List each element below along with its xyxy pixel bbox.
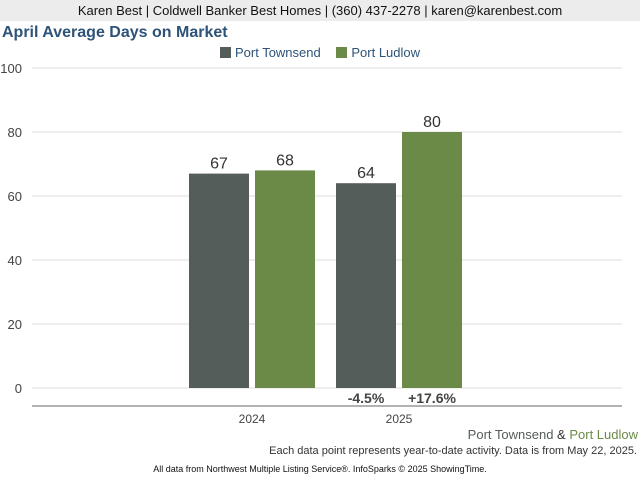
bar-port-ludlow-2025 — [402, 132, 462, 388]
source-note: All data from Northwest Multiple Listing… — [153, 464, 487, 474]
data-label-port-townsend-2024: 67 — [210, 156, 228, 173]
bar-port-townsend-2025 — [336, 183, 396, 388]
data-label-port-ludlow-2024: 68 — [276, 152, 294, 169]
change-label-port-ludlow-2025: +17.6% — [408, 390, 456, 406]
data-label-port-ludlow-2025: 80 — [423, 114, 441, 131]
data-label-port-townsend-2025: 64 — [357, 165, 375, 182]
bar-port-townsend-2024 — [189, 173, 249, 388]
footer-area-port-ludlow: Port Ludlow — [569, 427, 638, 442]
chart-title: April Average Days on Market — [2, 24, 228, 41]
footer-area-port-townsend: Port Townsend — [467, 427, 554, 442]
footer-areas: Port Townsend & Port Ludlow — [468, 427, 638, 442]
y-tick-label-60: 60 — [8, 189, 22, 204]
chart-legend: Port Townsend Port Ludlow — [0, 45, 640, 60]
y-tick-label-80: 80 — [8, 125, 22, 140]
agent-header: Karen Best | Coldwell Banker Best Homes … — [0, 0, 640, 21]
x-tick-label-2024: 2024 — [239, 412, 266, 426]
legend-item-port-ludlow[interactable]: Port Ludlow — [336, 45, 420, 60]
legend-label-port-townsend: Port Townsend — [234, 45, 321, 60]
footer-conjunction: & — [553, 427, 570, 442]
y-tick-label-0: 0 — [15, 381, 22, 396]
legend-label-port-ludlow: Port Ludlow — [351, 45, 421, 60]
y-tick-label-40: 40 — [8, 253, 22, 268]
agent-contact-text: Karen Best | Coldwell Banker Best Homes … — [77, 3, 563, 18]
bar-port-ludlow-2024 — [255, 170, 315, 388]
footnote: Each data point represents year-to-date … — [269, 445, 637, 457]
legend-swatch-port-ludlow — [336, 47, 348, 58]
x-tick-label-2025: 2025 — [386, 412, 413, 426]
y-tick-label-20: 20 — [8, 317, 22, 332]
change-label-port-townsend-2025: -4.5% — [348, 390, 385, 406]
legend-item-port-townsend[interactable]: Port Townsend — [219, 45, 321, 60]
legend-swatch-port-townsend — [219, 47, 231, 58]
y-tick-label-100: 100 — [0, 61, 22, 76]
